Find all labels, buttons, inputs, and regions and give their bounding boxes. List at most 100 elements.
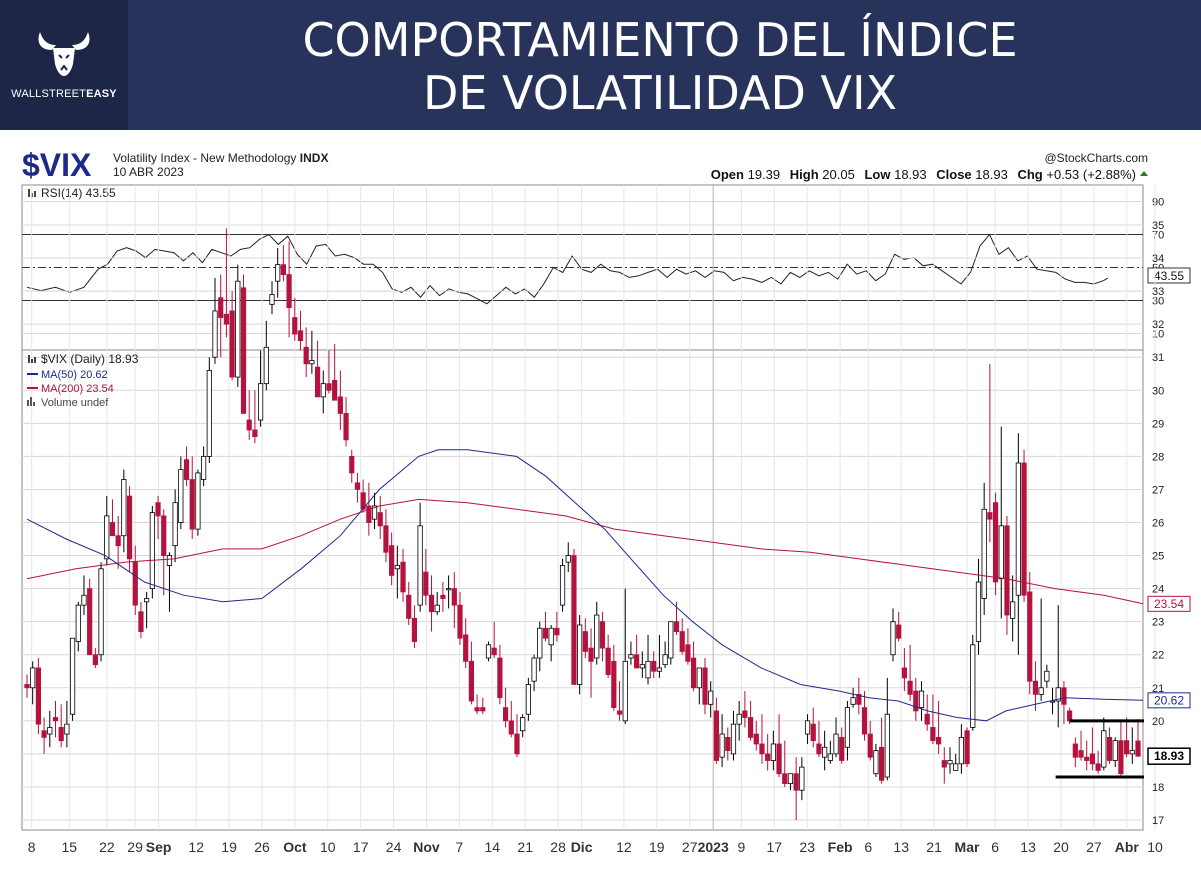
candle-body [599, 621, 606, 649]
candle-body [263, 346, 269, 385]
candle-body [463, 634, 469, 662]
x-tick-label: 29 [127, 839, 143, 855]
candle-body [201, 455, 207, 480]
candle-body [537, 627, 543, 659]
logo-panel: WALLSTREETEASY [0, 0, 128, 130]
candle-body [896, 624, 902, 639]
candle-body [485, 644, 492, 659]
candle-body [656, 667, 663, 672]
candle-body [844, 707, 851, 748]
candle-body [491, 647, 497, 656]
price-tick-label-35: 35 [1152, 220, 1164, 232]
price-tick-label-28: 28 [1152, 451, 1164, 463]
candle-body [349, 455, 355, 474]
candle-body [69, 637, 76, 715]
candle-body [1072, 743, 1078, 758]
candle-body [753, 733, 759, 745]
x-axis: 8 15 22 29 Sep 12 19 26 Oct 10 17 24 Nov 7 14 21 28 Dic 12… [28, 839, 1163, 855]
candle-body [132, 561, 138, 606]
x-tick-label: Mar [955, 839, 980, 855]
x-tick-label: Dic [571, 839, 593, 855]
candle-body [571, 555, 577, 685]
x-tick-label: 27 [682, 839, 698, 855]
x-tick-label: Abr [1115, 839, 1140, 855]
candle-body [121, 479, 127, 537]
candle-body [411, 617, 418, 642]
candle-body [1135, 740, 1141, 757]
candle-body [970, 644, 976, 728]
x-tick-label: 21 [926, 839, 942, 855]
price-tick-label-26: 26 [1152, 518, 1164, 530]
candle-body [377, 512, 383, 527]
candle-body [109, 522, 116, 537]
candle-body [799, 766, 805, 791]
price-tick-label-22: 22 [1152, 650, 1164, 662]
candle-body [87, 588, 93, 656]
price-tick-label-17: 17 [1152, 815, 1164, 827]
candle-body [605, 647, 611, 675]
price-tick-label-31: 31 [1152, 352, 1164, 364]
candle-body [822, 746, 828, 758]
candle-body [565, 555, 571, 563]
candle-body [229, 310, 235, 378]
candle-body [394, 565, 400, 570]
x-tick-label: 6 [991, 839, 999, 855]
candle-body [35, 667, 41, 725]
quote-line: Open 19.39 High 20.05 Low 18.93 Close 18… [711, 167, 1136, 182]
candle-body [998, 525, 1004, 580]
candle-body [1055, 687, 1061, 702]
candle-body [935, 736, 942, 745]
candle-body [890, 621, 896, 656]
candle-body [918, 690, 925, 709]
candle-body [480, 707, 486, 712]
candle-body [1124, 740, 1130, 755]
candle-body [645, 660, 651, 679]
candle-body [47, 727, 53, 735]
chart-date: 10 ABR 2023 [113, 165, 184, 179]
candle-body [622, 660, 628, 722]
candle-body [64, 723, 70, 735]
candle-body [708, 690, 714, 705]
price-tick-label-32: 32 [1152, 319, 1164, 331]
candle-body [941, 760, 947, 768]
candle-body [451, 588, 457, 606]
candle-body [371, 505, 378, 520]
candle-body [497, 657, 503, 699]
page-title-line-2: DE VOLATILIDAD VIX [422, 66, 898, 120]
candle-body [736, 713, 742, 725]
candle-body [75, 604, 81, 642]
candle-body [212, 310, 218, 358]
candle-body [759, 743, 765, 755]
candle-body [104, 515, 110, 560]
candle-body [747, 717, 754, 738]
x-tick-label: 15 [62, 839, 78, 855]
x-tick-label: Sep [146, 839, 172, 855]
candle-body [155, 502, 161, 517]
candle-body [873, 750, 879, 775]
candle-body [634, 654, 640, 669]
price-tick-label-33: 33 [1152, 286, 1164, 298]
candle-body [1038, 687, 1044, 695]
ma200-line [26, 498, 1144, 605]
x-tick-label: 8 [28, 839, 36, 855]
candle-body [702, 667, 708, 705]
candle-body [884, 713, 890, 778]
candle-body [867, 733, 873, 758]
x-tick-label: 17 [353, 839, 369, 855]
x-tick-label: 13 [1020, 839, 1036, 855]
page-title: COMPORTAMIENTO DEL ÍNDICE DE VOLATILIDAD… [140, 14, 1180, 120]
candle-body [1004, 525, 1010, 616]
price-tick-label-23: 23 [1152, 617, 1164, 629]
candle-body [366, 505, 372, 523]
x-tick-label: 17 [767, 839, 783, 855]
candle-body [428, 594, 435, 613]
bull-head-icon [38, 32, 90, 76]
x-tick-label: 27 [1086, 839, 1102, 855]
candle-body [850, 697, 856, 705]
candle-body [434, 604, 440, 613]
candle-body [559, 565, 566, 606]
candle-body [816, 743, 822, 755]
x-tick-label: 10 [1147, 839, 1163, 855]
header-banner: WALLSTREETEASY COMPORTAMIENTO DEL ÍNDICE… [0, 0, 1201, 130]
rsi-value-box [1147, 267, 1191, 284]
